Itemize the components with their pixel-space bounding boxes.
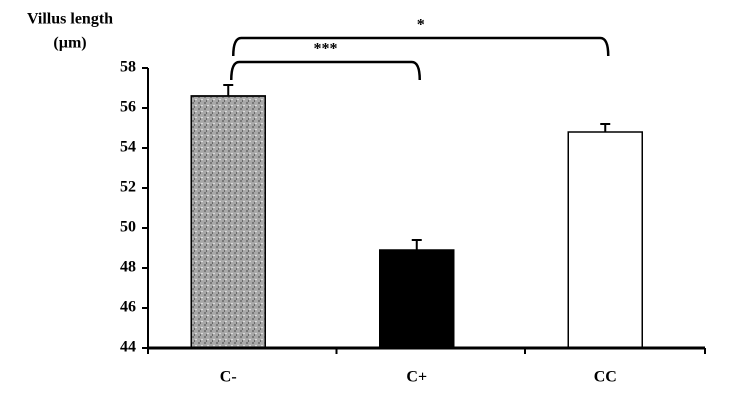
y-tick-label: 56 bbox=[120, 99, 136, 116]
y-tick-label: 54 bbox=[120, 139, 136, 156]
y-tick-label: 46 bbox=[120, 299, 136, 316]
x-tick-label: CC bbox=[594, 369, 617, 386]
significance-label: * bbox=[417, 17, 425, 34]
bar bbox=[379, 249, 455, 349]
y-tick-label: 48 bbox=[120, 259, 136, 276]
y-tick-label: 52 bbox=[120, 179, 136, 196]
y-tick-label: 58 bbox=[120, 59, 136, 76]
x-tick-label: C- bbox=[220, 369, 237, 386]
y-tick-label: 50 bbox=[120, 219, 136, 236]
bar bbox=[567, 131, 643, 349]
y-axis-title: Villus length bbox=[27, 11, 113, 28]
bar-texture bbox=[190, 95, 266, 349]
significance-label: *** bbox=[314, 41, 338, 58]
x-tick-label: C+ bbox=[406, 369, 427, 386]
y-axis-title: (µm) bbox=[53, 35, 86, 52]
y-tick-label: 44 bbox=[120, 339, 136, 356]
significance-bracket bbox=[230, 60, 421, 81]
significance-bracket bbox=[232, 36, 610, 57]
